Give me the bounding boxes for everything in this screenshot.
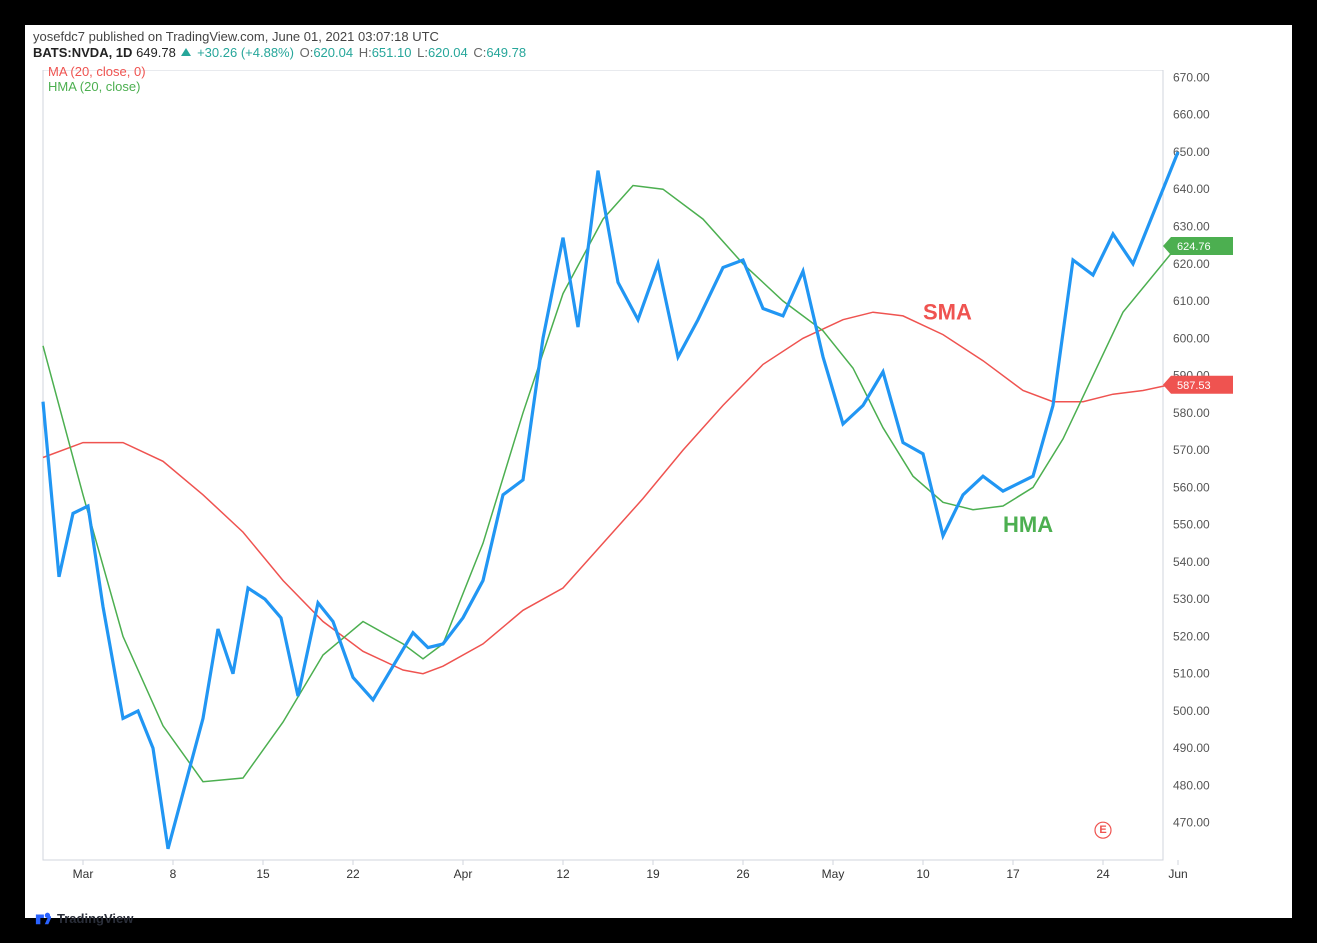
x-tick-label: 26: [736, 867, 750, 881]
y-tick-label: 490.00: [1173, 741, 1210, 755]
tradingview-text: TradingView: [57, 911, 133, 926]
y-tick-label: 620.00: [1173, 257, 1210, 271]
ohlc-h: 651.10: [372, 45, 412, 60]
y-tick-label: 650.00: [1173, 145, 1210, 159]
x-tick-label: Mar: [73, 867, 94, 881]
y-tick-label: 600.00: [1173, 331, 1210, 345]
y-tick-label: 640.00: [1173, 182, 1210, 196]
y-tick-label: 510.00: [1173, 667, 1210, 681]
price-flag-value: 624.76: [1177, 241, 1211, 253]
y-tick-label: 480.00: [1173, 778, 1210, 792]
x-tick-label: 15: [256, 867, 270, 881]
ma-indicator-label: MA (20, close, 0): [48, 64, 146, 79]
y-tick-label: 470.00: [1173, 816, 1210, 830]
hma-annotation: HMA: [1003, 512, 1053, 537]
y-tick-label: 570.00: [1173, 443, 1210, 457]
y-tick-label: 540.00: [1173, 555, 1210, 569]
x-tick-label: 17: [1006, 867, 1020, 881]
ohlc-l-label: L:: [417, 45, 428, 60]
tradingview-logo-icon: [35, 910, 51, 926]
y-tick-label: 670.00: [1173, 70, 1210, 84]
ohlc-h-label: H:: [359, 45, 372, 60]
y-tick-label: 660.00: [1173, 108, 1210, 122]
x-tick-label: 12: [556, 867, 570, 881]
ohlc-l: 620.04: [428, 45, 468, 60]
x-tick-label: 19: [646, 867, 660, 881]
ohlc-c: 649.78: [486, 45, 526, 60]
ohlc-c-label: C:: [473, 45, 486, 60]
ohlc-o-label: O:: [300, 45, 314, 60]
ohlc-o: 620.04: [313, 45, 353, 60]
x-tick-label: Jun: [1168, 867, 1187, 881]
x-tick-label: Apr: [454, 867, 473, 881]
symbol: BATS:NVDA, 1D: [33, 45, 132, 60]
y-tick-label: 500.00: [1173, 704, 1210, 718]
change-pct: (+4.88%): [241, 45, 294, 60]
x-tick-label: 8: [170, 867, 177, 881]
x-tick-label: 22: [346, 867, 360, 881]
last-price: 649.78: [136, 45, 176, 60]
price-chart[interactable]: 470.00 480.00 490.00 500.00 510.00 520.00 530.…: [33, 70, 1283, 902]
hma-indicator-label: HMA (20, close): [48, 79, 146, 94]
x-tick-label: 10: [916, 867, 930, 881]
change-abs: +30.26: [197, 45, 237, 60]
y-tick-label: 530.00: [1173, 592, 1210, 606]
x-tick-label: May: [822, 867, 845, 881]
price-flag-value: 587.53: [1177, 380, 1211, 392]
plot-area: [43, 70, 1163, 860]
up-arrow-icon: [181, 48, 191, 56]
tradingview-attribution: TradingView: [25, 904, 1292, 934]
y-tick-label: 610.00: [1173, 294, 1210, 308]
earnings-badge-text: E: [1099, 824, 1106, 836]
sma-annotation: SMA: [923, 300, 972, 325]
y-tick-label: 580.00: [1173, 406, 1210, 420]
y-tick-label: 550.00: [1173, 518, 1210, 532]
y-tick-label: 560.00: [1173, 480, 1210, 494]
y-tick-label: 630.00: [1173, 220, 1210, 234]
ticker-line: BATS:NVDA, 1D 649.78 +30.26 (+4.88%) O:6…: [33, 45, 1284, 60]
publish-line: yosefdc7 published on TradingView.com, J…: [33, 29, 1284, 44]
y-tick-label: 520.00: [1173, 629, 1210, 643]
x-tick-label: 24: [1096, 867, 1110, 881]
